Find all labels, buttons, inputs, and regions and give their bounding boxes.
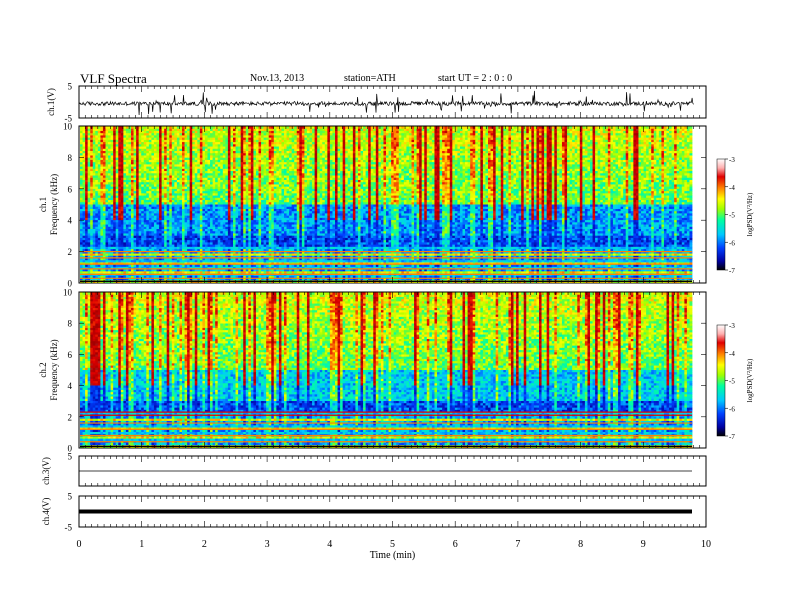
ch1-spectrogram: [80, 127, 692, 283]
vlf-figure: 5-5ch.1(V)0246810ch.1 Frequency (kHz)0246…: [0, 0, 792, 612]
